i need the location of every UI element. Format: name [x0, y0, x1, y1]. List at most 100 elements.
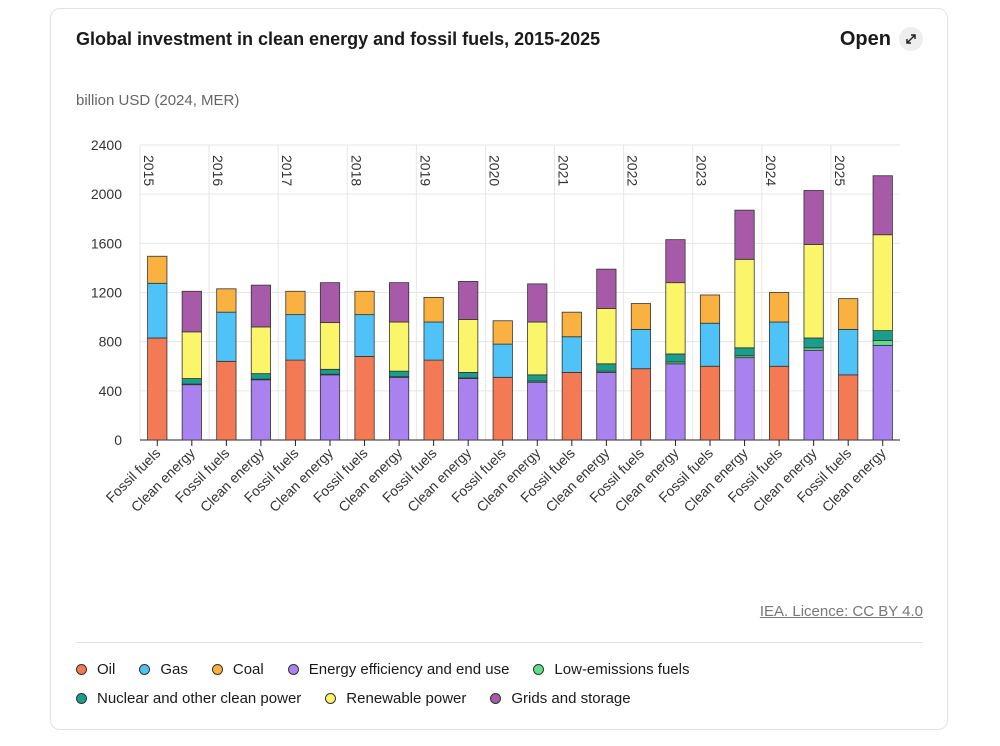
bar-segment — [492, 376, 513, 441]
bar-segment — [250, 373, 271, 380]
bar-segment — [147, 337, 168, 441]
bar-segment — [250, 284, 271, 328]
bar-segment — [803, 349, 824, 441]
y-tick-label: 400 — [99, 383, 123, 399]
bar-segment — [319, 374, 341, 441]
bar-segment — [354, 314, 375, 357]
bar-segment — [216, 311, 237, 362]
bar-segment — [769, 365, 790, 441]
bar-segment — [699, 322, 721, 367]
bar-segment — [181, 378, 202, 385]
legend-swatch — [325, 693, 337, 704]
bar-segment — [699, 365, 721, 441]
legend-label: Gas — [160, 661, 188, 678]
group-label: 2022 — [625, 155, 641, 186]
bar-segment — [527, 381, 548, 441]
legend: Oil Gas Coal Energy efficiency and end use L… — [76, 661, 776, 707]
bar-segment — [838, 298, 859, 330]
bar-segment — [458, 281, 479, 320]
group-label: 2025 — [832, 155, 848, 186]
bar-segment — [389, 376, 410, 441]
group-label: 2019 — [417, 155, 433, 186]
title: Global investment in clean energy and fo… — [76, 29, 601, 49]
legend-label: Renewable power — [346, 690, 467, 707]
bar-segment — [216, 288, 237, 313]
bar-segment — [665, 363, 686, 441]
bar-segment — [285, 314, 306, 361]
bar-segment — [492, 320, 513, 345]
bar-segment — [561, 336, 582, 373]
y-tick-label: 1200 — [91, 285, 122, 301]
legend-label: Nuclear and other clean power — [97, 690, 302, 707]
y-tick-label: 800 — [99, 334, 123, 350]
bar-segment — [699, 294, 721, 324]
bar-segment — [734, 209, 755, 260]
bar-segment — [596, 268, 617, 309]
bar-segment — [319, 282, 341, 324]
source-link[interactable]: IEA. Licence: CC BY 4.0 — [759, 603, 923, 620]
bar-segment — [734, 357, 755, 441]
bar-segment — [665, 239, 686, 284]
y-tick-label: 2400 — [91, 137, 122, 153]
bar-segment — [734, 347, 755, 357]
group-label: 2017 — [279, 155, 295, 186]
y-axis-label: billion USD (2024, MER) — [76, 92, 240, 109]
legend-label: Coal — [232, 661, 264, 678]
bar-segment — [872, 175, 893, 236]
bar-segment — [838, 328, 859, 376]
legend-swatch — [139, 664, 151, 675]
bar-segment — [389, 370, 410, 378]
group-label: 2016 — [210, 155, 226, 186]
separator — [76, 642, 923, 643]
bar-segment — [665, 282, 686, 355]
group-label: 2020 — [486, 155, 502, 186]
bar-segment — [596, 371, 617, 441]
expand-glyph — [906, 34, 916, 44]
bar-segment — [389, 282, 410, 323]
legend-label: Oil — [97, 661, 116, 678]
bar-segment — [527, 283, 548, 323]
legend-item[interactable]: Energy efficiency and end use — [287, 661, 510, 678]
bar-segment — [181, 290, 202, 333]
bar-segment — [354, 290, 375, 316]
bar-segment — [803, 244, 824, 339]
legend-swatch — [287, 664, 299, 675]
bar-segment — [596, 363, 617, 372]
legend-item[interactable]: Grids and storage — [490, 690, 631, 707]
legend-label: Energy efficiency and end use — [308, 661, 510, 678]
legend-item[interactable]: Renewable power — [325, 690, 466, 707]
legend-item[interactable]: Coal — [211, 661, 264, 678]
bar-segment — [285, 290, 306, 316]
group-label: 2015 — [141, 155, 157, 186]
legend-label: Grids and storage — [511, 690, 631, 707]
open-label[interactable]: Open — [839, 27, 891, 50]
bar-segment — [389, 321, 410, 372]
bar-segment — [561, 371, 582, 441]
y-tick-label: 0 — [114, 432, 122, 448]
legend-item[interactable]: Low-emissions fuels — [533, 661, 689, 678]
open-button[interactable]: Open — [840, 27, 923, 51]
expand-icon[interactable] — [899, 27, 923, 51]
group-label: 2024 — [763, 155, 779, 186]
bar-segment — [250, 379, 271, 441]
bar-segment — [596, 308, 617, 365]
bar-segment — [630, 368, 651, 441]
bar-segment — [423, 297, 444, 323]
bar-segment — [458, 371, 479, 379]
bar-segment — [630, 328, 651, 370]
bar-segment — [561, 311, 582, 338]
group-label: 2023 — [694, 155, 710, 186]
bar-segment — [181, 384, 202, 441]
bar-segment — [527, 321, 548, 376]
bar-segment — [423, 359, 444, 441]
legend-swatch — [490, 693, 502, 704]
legend-item[interactable]: Nuclear and other clean power — [76, 690, 301, 707]
legend-item[interactable]: Gas — [139, 661, 188, 678]
group-label: 2018 — [348, 155, 364, 186]
bar-segment — [147, 282, 168, 339]
bar-segment — [527, 374, 548, 382]
bar-segment — [769, 321, 790, 367]
bar-segment — [181, 331, 202, 379]
legend-item[interactable]: Oil — [76, 661, 115, 678]
